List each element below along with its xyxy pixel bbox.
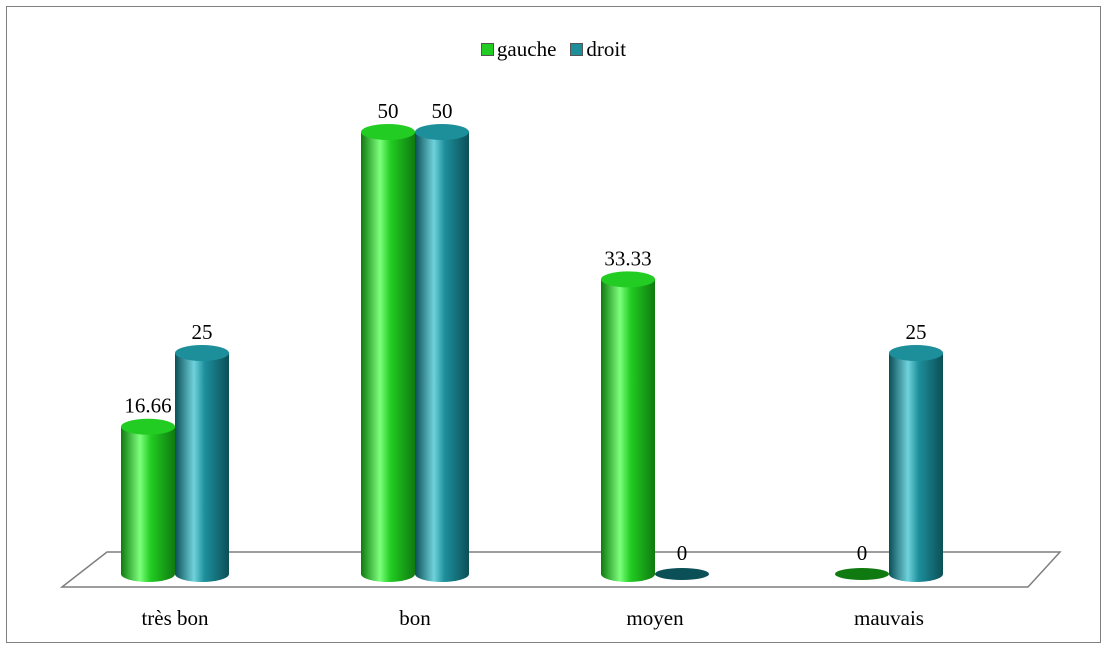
legend-label-gauche: gauche (496, 37, 557, 61)
bar-top-gauche-2 (601, 271, 655, 288)
bar-gauche-2 (601, 271, 655, 582)
chart-plot: 16.66 25 très bon 50 50 bon 33.33 0 moyen 0 25 mauv… (59, 99, 1062, 630)
legend-swatch-gauche (480, 43, 494, 56)
bar-gauche-0 (121, 418, 175, 582)
bar-droit-3 (889, 345, 943, 582)
category-label-0: très bon (141, 606, 209, 630)
legend: gauche droit (7, 37, 1100, 62)
bar-top-droit-1 (415, 124, 469, 140)
legend-label-droit: droit (586, 37, 627, 61)
bar-top-droit-3 (889, 345, 943, 361)
legend-item-gauche: gauche (480, 37, 557, 62)
category-label-1: bon (399, 606, 431, 630)
bar-body-gauche-0 (121, 426, 175, 582)
category-label-2: moyen (626, 606, 684, 630)
chart-frame: gauche droit 16.66 25 très bon 50 50 bon 33.33… (6, 6, 1101, 643)
data-label-gauche-1: 50 (378, 99, 399, 123)
bar-body-gauche-2 (601, 279, 655, 582)
data-label-gauche-3: 0 (857, 541, 868, 565)
bar-droit-0 (175, 345, 229, 582)
data-label-droit-2: 0 (677, 541, 688, 565)
bar-body-droit-0 (175, 353, 229, 582)
chart-floor (59, 551, 1062, 588)
category-label-3: mauvais (854, 606, 924, 630)
bar-top-gauche-1 (361, 124, 415, 140)
bar-body-droit-1 (415, 132, 469, 582)
bar-flat-gauche-3 (835, 568, 889, 580)
legend-swatch-droit (570, 43, 584, 56)
bar-top-droit-0 (175, 345, 229, 361)
data-label-droit-0: 25 (192, 320, 213, 344)
data-label-droit-1: 50 (432, 99, 453, 123)
bar-body-gauche-1 (361, 132, 415, 582)
bar-body-droit-3 (889, 353, 943, 582)
data-label-gauche-2: 33.33 (604, 246, 651, 270)
data-label-gauche-0: 16.66 (124, 394, 171, 418)
bar-gauche-1 (361, 124, 415, 582)
bar-flat-droit-2 (655, 568, 709, 580)
bar-top-gauche-0 (121, 418, 175, 435)
bar-droit-1 (415, 124, 469, 582)
data-label-droit-3: 25 (906, 320, 927, 344)
legend-item-droit: droit (570, 37, 626, 62)
